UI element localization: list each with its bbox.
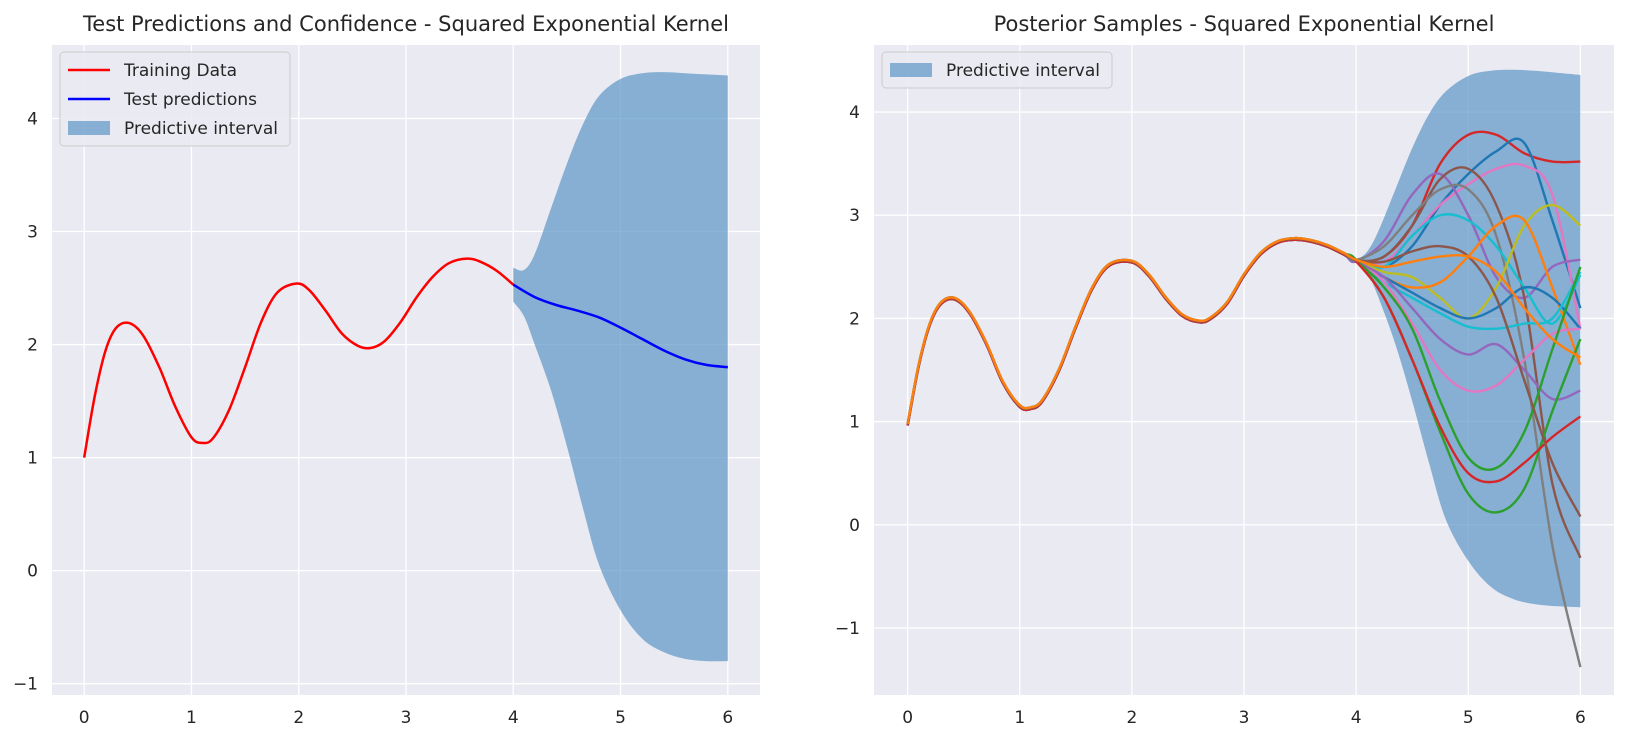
y-tick-label: −1 [13, 675, 38, 695]
x-tick-label: 1 [186, 708, 197, 728]
left-chart-title: Test Predictions and Confidence - Square… [82, 12, 729, 36]
left-legend-box [59, 51, 291, 147]
right-samples [906, 130, 1582, 668]
x-tick-label: 3 [401, 708, 412, 728]
x-tick-label: 3 [1239, 708, 1250, 728]
right-legend-box [881, 51, 1113, 89]
y-tick-label: 1 [27, 449, 38, 469]
legend-label-interval: Predictive interval [124, 119, 278, 139]
right-legend: Predictive interval [881, 51, 1113, 89]
legend-label-test: Test predictions [123, 90, 257, 110]
y-tick-label: 0 [849, 516, 860, 536]
left-interval [513, 72, 728, 662]
right-chart: 0 1 2 3 4 5 6 −1 0 1 2 3 4 Posterior Samples - Squar… [835, 12, 1614, 728]
legend-label-interval-right: Predictive interval [946, 61, 1100, 81]
x-tick-label: 2 [293, 708, 304, 728]
predictive-interval-band [513, 72, 728, 662]
y-tick-label: 1 [849, 413, 860, 433]
x-tick-label: 0 [902, 708, 913, 728]
right-chart-title: Posterior Samples - Squared Exponential … [994, 12, 1495, 36]
training-data-line [82, 257, 515, 458]
x-tick-label: 5 [615, 708, 626, 728]
y-tick-label: 0 [27, 562, 38, 582]
posterior-sample-line [906, 236, 1582, 425]
x-tick-label: 4 [508, 708, 519, 728]
y-tick-label: 4 [27, 109, 38, 129]
left-legend: Training Data Test predictions Predictiv… [59, 51, 291, 147]
right-interval [1356, 69, 1581, 608]
y-tick-label: −1 [835, 619, 860, 639]
x-tick-label: 4 [1351, 708, 1362, 728]
x-tick-label: 2 [1126, 708, 1137, 728]
legend-label-training: Training Data [123, 61, 237, 81]
x-tick-label: 5 [1463, 708, 1474, 728]
y-tick-label: 2 [849, 309, 860, 329]
x-tick-label: 0 [79, 708, 90, 728]
left-ticks: 0 1 2 3 4 5 6 −1 0 1 2 3 4 [13, 109, 733, 728]
y-tick-label: 2 [27, 336, 38, 356]
x-tick-label: 6 [722, 708, 733, 728]
y-tick-label: 3 [27, 223, 38, 243]
right-ticks: 0 1 2 3 4 5 6 −1 0 1 2 3 4 [835, 103, 1586, 728]
predictive-interval-band [1356, 69, 1581, 608]
x-tick-label: 6 [1575, 708, 1586, 728]
y-tick-label: 4 [849, 103, 860, 123]
left-chart: 0 1 2 3 4 5 6 −1 0 1 2 3 4 Test Predictions and Conf… [13, 12, 760, 728]
y-tick-label: 3 [849, 206, 860, 226]
x-tick-label: 1 [1014, 708, 1025, 728]
legend-swatch-interval-right [890, 63, 932, 77]
left-series [82, 257, 728, 458]
legend-swatch-interval [68, 121, 110, 135]
test-predictions-line [512, 283, 728, 369]
